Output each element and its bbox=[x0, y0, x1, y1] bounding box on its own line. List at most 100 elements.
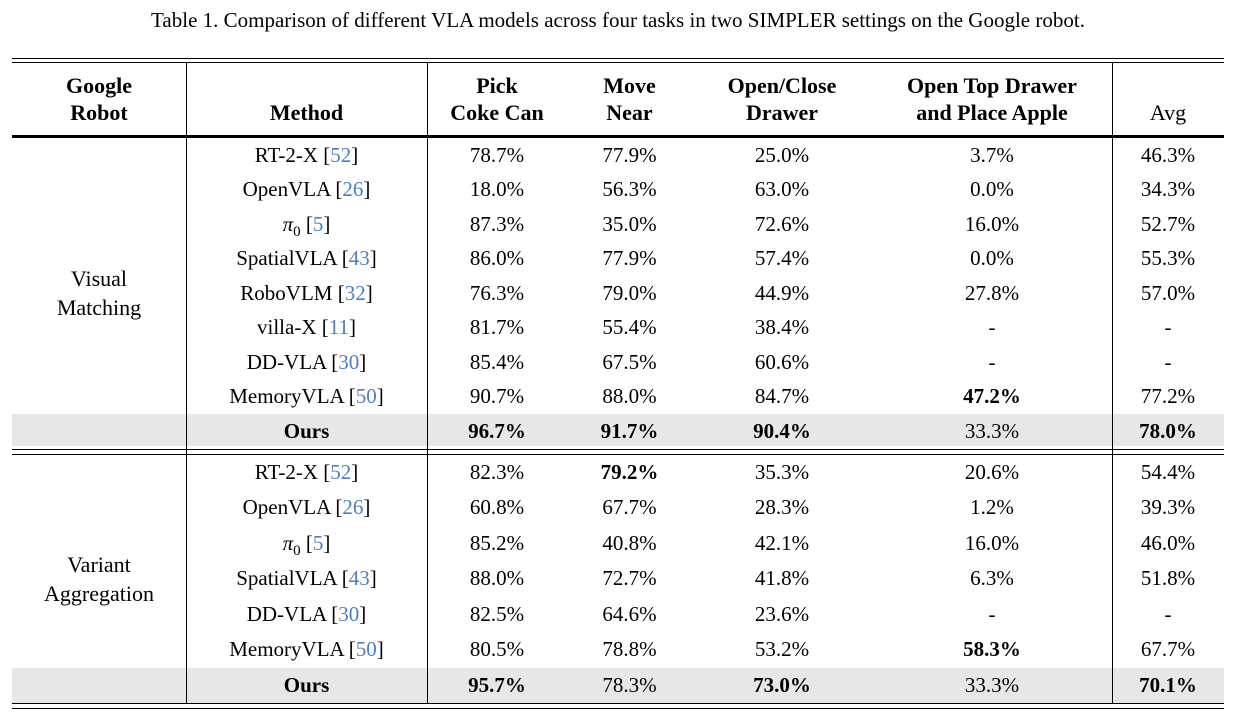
value-cell: 88.0% bbox=[469, 566, 525, 591]
value-cell: 80.5% bbox=[469, 637, 525, 662]
citation-link[interactable]: 26 bbox=[342, 495, 364, 520]
avg-cell: 46.0% bbox=[1140, 530, 1196, 555]
citation-link[interactable]: 5 bbox=[312, 530, 324, 555]
value-cell: 33.3% bbox=[964, 418, 1020, 443]
method-cell: MemoryVLA [50] bbox=[229, 384, 384, 409]
method-cell: DD-VLA [30] bbox=[246, 601, 367, 626]
table-row: DD-VLA [30] 85.4% 67.5% 60.6% - - bbox=[12, 345, 1224, 380]
method-name: MemoryVLA bbox=[229, 637, 344, 662]
avg-cell: 77.2% bbox=[1140, 384, 1196, 409]
avg-cell: - bbox=[1164, 601, 1172, 626]
value-cell: 53.2% bbox=[754, 637, 810, 662]
avg-cell: 57.0% bbox=[1140, 280, 1196, 305]
citation-link[interactable]: 50 bbox=[355, 637, 377, 662]
header-rule bbox=[12, 135, 1224, 138]
value-cell: 82.5% bbox=[469, 601, 525, 626]
method-name: DD-VLA bbox=[246, 349, 327, 374]
value-cell: 47.2% bbox=[963, 384, 1021, 409]
section-group-label: Variant Aggregation bbox=[44, 551, 154, 606]
method-cell: RT-2-X [52] bbox=[254, 459, 359, 484]
column-separator-method bbox=[427, 63, 429, 704]
value-cell: 23.6% bbox=[754, 601, 810, 626]
header-row: Google Robot Method Pick Coke Can Move N… bbox=[12, 63, 1224, 135]
avg-cell: 67.7% bbox=[1140, 637, 1196, 662]
value-cell: 0.0% bbox=[970, 246, 1014, 271]
table-row: RoboVLM [32] 76.3% 79.0% 44.9% 27.8% 57.0% bbox=[12, 276, 1224, 311]
avg-cell: 70.1% bbox=[1139, 672, 1197, 697]
value-cell: 3.7% bbox=[970, 142, 1014, 167]
value-cell: 85.4% bbox=[469, 349, 525, 374]
method-name: Ours bbox=[283, 672, 330, 697]
method-name: DD-VLA bbox=[246, 601, 327, 626]
table-row: SpatialVLA [43] 88.0% 72.7% 41.8% 6.3% 51.8% bbox=[12, 561, 1224, 597]
section-variant-aggregation: RT-2-X [52] 82.3% 79.2% 35.3% 20.6% 54.4% Open… bbox=[12, 455, 1224, 703]
method-name: villa-X bbox=[257, 315, 317, 340]
table-row-ours: Ours 96.7% 91.7% 90.4% 33.3% 78.0% bbox=[12, 414, 1224, 449]
value-cell: 57.4% bbox=[754, 246, 810, 271]
value-cell: 28.3% bbox=[754, 495, 810, 520]
method-subscript: 0 bbox=[293, 223, 301, 240]
method-cell: π0 [5] bbox=[282, 211, 331, 240]
avg-cell: 52.7% bbox=[1140, 211, 1196, 236]
value-cell: 55.4% bbox=[602, 315, 657, 340]
avg-cell: 46.3% bbox=[1140, 142, 1196, 167]
method-cell: MemoryVLA [50] bbox=[229, 637, 384, 662]
value-cell: 18.0% bbox=[469, 177, 525, 202]
citation-link[interactable]: 30 bbox=[338, 349, 360, 374]
table-row: MemoryVLA [50] 80.5% 78.8% 53.2% 58.3% 67.7% bbox=[12, 632, 1224, 668]
value-cell: 90.4% bbox=[753, 418, 811, 443]
citation-link[interactable]: 30 bbox=[338, 601, 360, 626]
header-google-robot: Google Robot bbox=[66, 73, 132, 125]
value-cell: 58.3% bbox=[963, 637, 1021, 662]
method-name: RoboVLM bbox=[240, 280, 333, 305]
citation-link[interactable]: 52 bbox=[330, 459, 352, 484]
header-pick-coke-can: Pick Coke Can bbox=[450, 73, 544, 125]
citation-link[interactable]: 43 bbox=[348, 246, 370, 271]
avg-cell: 34.3% bbox=[1140, 177, 1196, 202]
value-cell: 73.0% bbox=[753, 672, 811, 697]
method-cell: RoboVLM [32] bbox=[240, 280, 373, 305]
citation-link[interactable]: 43 bbox=[348, 566, 370, 591]
table-row: π0 [5] 85.2% 40.8% 42.1% 16.0% 46.0% bbox=[12, 526, 1224, 562]
value-cell: 96.7% bbox=[468, 418, 526, 443]
value-cell: 78.7% bbox=[469, 142, 525, 167]
citation-link[interactable]: 11 bbox=[328, 315, 349, 340]
value-cell: - bbox=[988, 601, 996, 626]
method-name: π bbox=[282, 211, 294, 236]
table-row: π0 [5] 87.3% 35.0% 72.6% 16.0% 52.7% bbox=[12, 207, 1224, 242]
method-name: OpenVLA bbox=[242, 495, 331, 520]
value-cell: 81.7% bbox=[469, 315, 525, 340]
value-cell: 86.0% bbox=[469, 246, 525, 271]
value-cell: 72.7% bbox=[602, 566, 657, 591]
value-cell: 1.2% bbox=[970, 495, 1014, 520]
avg-cell: 39.3% bbox=[1140, 495, 1196, 520]
citation-link[interactable]: 5 bbox=[312, 211, 324, 236]
value-cell: 79.0% bbox=[602, 280, 657, 305]
value-cell: 60.8% bbox=[469, 495, 525, 520]
method-cell: π0 [5] bbox=[282, 530, 331, 559]
citation-link[interactable]: 32 bbox=[344, 280, 366, 305]
value-cell: 82.3% bbox=[469, 459, 525, 484]
method-cell: SpatialVLA [43] bbox=[236, 566, 377, 591]
method-cell: DD-VLA [30] bbox=[246, 349, 367, 374]
section-visual-matching: RT-2-X [52] 78.7% 77.9% 25.0% 3.7% 46.3% OpenV… bbox=[12, 138, 1224, 449]
citation-link[interactable]: 50 bbox=[355, 384, 377, 409]
value-cell: 40.8% bbox=[602, 530, 657, 555]
value-cell: 60.6% bbox=[754, 349, 810, 374]
value-cell: 77.9% bbox=[602, 142, 657, 167]
citation-link[interactable]: 52 bbox=[330, 142, 352, 167]
table-row: villa-X [11] 81.7% 55.4% 38.4% - - bbox=[12, 311, 1224, 346]
citation-link[interactable]: 26 bbox=[342, 177, 364, 202]
value-cell: 67.5% bbox=[602, 349, 657, 374]
value-cell: 56.3% bbox=[602, 177, 657, 202]
value-cell: 20.6% bbox=[964, 459, 1020, 484]
value-cell: 91.7% bbox=[600, 418, 659, 443]
value-cell: 38.4% bbox=[754, 315, 810, 340]
value-cell: 6.3% bbox=[970, 566, 1014, 591]
value-cell: 25.0% bbox=[754, 142, 810, 167]
value-cell: 84.7% bbox=[754, 384, 810, 409]
value-cell: 64.6% bbox=[602, 601, 657, 626]
table-row: MemoryVLA [50] 90.7% 88.0% 84.7% 47.2% 77.2% bbox=[12, 380, 1224, 415]
header-move-near: Move Near bbox=[603, 73, 656, 125]
